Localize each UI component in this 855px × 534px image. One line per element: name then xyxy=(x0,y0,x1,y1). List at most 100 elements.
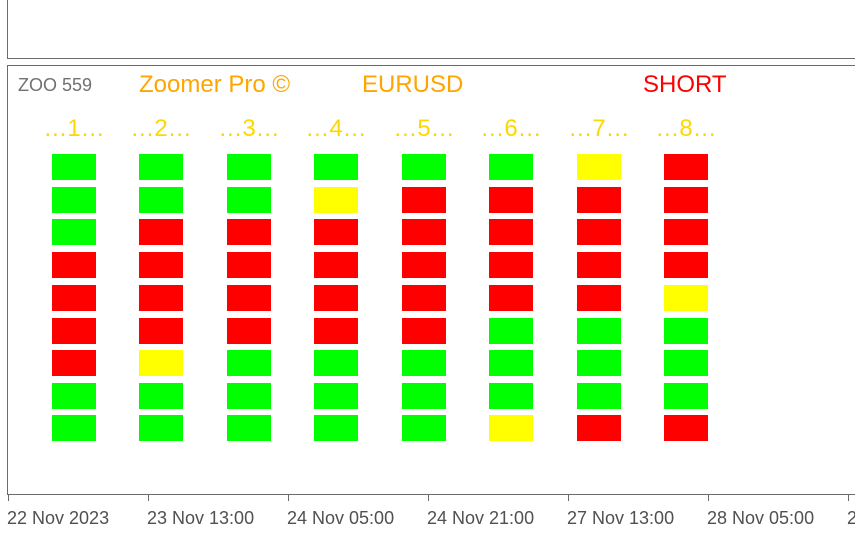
signal-cell-1-7 xyxy=(52,350,96,376)
signal-cell-7-7 xyxy=(577,350,621,376)
column-label-3: …3… xyxy=(218,115,280,142)
signal-cell-5-7 xyxy=(402,350,446,376)
signal-cell-3-8 xyxy=(227,383,271,409)
column-label-5: …5… xyxy=(393,115,455,142)
column-label-1: …1… xyxy=(43,115,105,142)
signal-cell-7-9 xyxy=(577,415,621,441)
signal-cell-7-8 xyxy=(577,383,621,409)
signal-cell-5-3 xyxy=(402,219,446,245)
signal-cell-6-8 xyxy=(489,383,533,409)
signal-cell-6-3 xyxy=(489,219,533,245)
signal-cell-3-9 xyxy=(227,415,271,441)
time-tick xyxy=(8,495,9,501)
column-label-2: …2… xyxy=(130,115,192,142)
signal-cell-4-2 xyxy=(314,187,358,213)
time-label: 22 Nov 2023 xyxy=(7,508,110,528)
signal-cell-4-9 xyxy=(314,415,358,441)
signal-cell-2-8 xyxy=(139,383,183,409)
signal-cell-6-9 xyxy=(489,415,533,441)
signal-cell-3-7 xyxy=(227,350,271,376)
signal-cell-2-9 xyxy=(139,415,183,441)
signal-cell-2-1 xyxy=(139,154,183,180)
signal-cell-5-8 xyxy=(402,383,446,409)
signal-cell-7-1 xyxy=(577,154,621,180)
signal-cell-5-6 xyxy=(402,318,446,344)
signal-cell-5-9 xyxy=(402,415,446,441)
signal-cell-1-6 xyxy=(52,318,96,344)
time-label: 23 Nov 13:00 xyxy=(147,508,255,528)
signal-cell-8-7 xyxy=(664,350,708,376)
signal-cell-7-3 xyxy=(577,219,621,245)
time-tick xyxy=(148,495,149,501)
time-tick xyxy=(708,495,709,501)
signal-cell-3-4 xyxy=(227,252,271,278)
symbol-label: EURUSD xyxy=(362,71,464,98)
signal-cell-5-2 xyxy=(402,187,446,213)
signal-cell-3-5 xyxy=(227,285,271,311)
signal-cell-3-6 xyxy=(227,318,271,344)
time-label: 24 Nov 05:00 xyxy=(287,508,395,528)
signal-cell-1-9 xyxy=(52,415,96,441)
signal-cell-3-2 xyxy=(227,187,271,213)
signal-cell-4-6 xyxy=(314,318,358,344)
signal-cell-8-6 xyxy=(664,318,708,344)
indicator-title: Zoomer Pro © xyxy=(139,71,291,98)
signal-cell-6-5 xyxy=(489,285,533,311)
signal-cell-2-4 xyxy=(139,252,183,278)
signal-cell-7-4 xyxy=(577,252,621,278)
signal-cell-3-1 xyxy=(227,154,271,180)
indicator-name: ZOO 559 xyxy=(18,75,93,95)
column-label-7: …7… xyxy=(568,115,630,142)
time-label: 28 Nov 05:00 xyxy=(707,508,815,528)
signal-cell-5-4 xyxy=(402,252,446,278)
signal-label: SHORT xyxy=(643,71,727,98)
signal-cell-6-1 xyxy=(489,154,533,180)
signal-cell-2-3 xyxy=(139,219,183,245)
signal-cell-5-5 xyxy=(402,285,446,311)
signal-cell-4-4 xyxy=(314,252,358,278)
signal-cell-1-4 xyxy=(52,252,96,278)
signal-cell-6-7 xyxy=(489,350,533,376)
signal-cell-8-8 xyxy=(664,383,708,409)
signal-cell-8-3 xyxy=(664,219,708,245)
time-label: 27 Nov 13:00 xyxy=(567,508,675,528)
signal-cell-2-6 xyxy=(139,318,183,344)
signal-cell-4-5 xyxy=(314,285,358,311)
column-label-4: …4… xyxy=(305,115,367,142)
signal-cell-6-6 xyxy=(489,318,533,344)
signal-cell-4-7 xyxy=(314,350,358,376)
column-label-6: …6… xyxy=(480,115,542,142)
time-axis[interactable]: 22 Nov 2023 23 Nov 13:00 24 Nov 05:00 24 No… xyxy=(0,495,855,534)
signal-cell-1-1 xyxy=(52,154,96,180)
signal-cell-2-5 xyxy=(139,285,183,311)
signal-cell-8-4 xyxy=(664,252,708,278)
signal-cell-7-2 xyxy=(577,187,621,213)
time-tick xyxy=(848,495,849,501)
signal-cell-3-3 xyxy=(227,219,271,245)
signal-cell-8-2 xyxy=(664,187,708,213)
signal-cell-8-1 xyxy=(664,154,708,180)
signal-cell-4-8 xyxy=(314,383,358,409)
time-tick xyxy=(428,495,429,501)
signal-cell-6-4 xyxy=(489,252,533,278)
signal-cell-7-6 xyxy=(577,318,621,344)
time-label: 24 Nov 21:00 xyxy=(427,508,535,528)
column-label-8: …8… xyxy=(655,115,717,142)
signal-cell-4-3 xyxy=(314,219,358,245)
upper-chart-pane[interactable] xyxy=(7,0,855,59)
signal-cell-2-2 xyxy=(139,187,183,213)
signal-cell-5-1 xyxy=(402,154,446,180)
signal-cell-7-5 xyxy=(577,285,621,311)
signal-cell-1-5 xyxy=(52,285,96,311)
signal-cell-1-2 xyxy=(52,187,96,213)
signal-cell-2-7 xyxy=(139,350,183,376)
time-label: 2 xyxy=(847,508,855,528)
signal-cell-8-5 xyxy=(664,285,708,311)
signal-cell-1-8 xyxy=(52,383,96,409)
signal-cell-8-9 xyxy=(664,415,708,441)
signal-cell-6-2 xyxy=(489,187,533,213)
signal-cell-1-3 xyxy=(52,219,96,245)
signal-cell-4-1 xyxy=(314,154,358,180)
time-tick xyxy=(568,495,569,501)
